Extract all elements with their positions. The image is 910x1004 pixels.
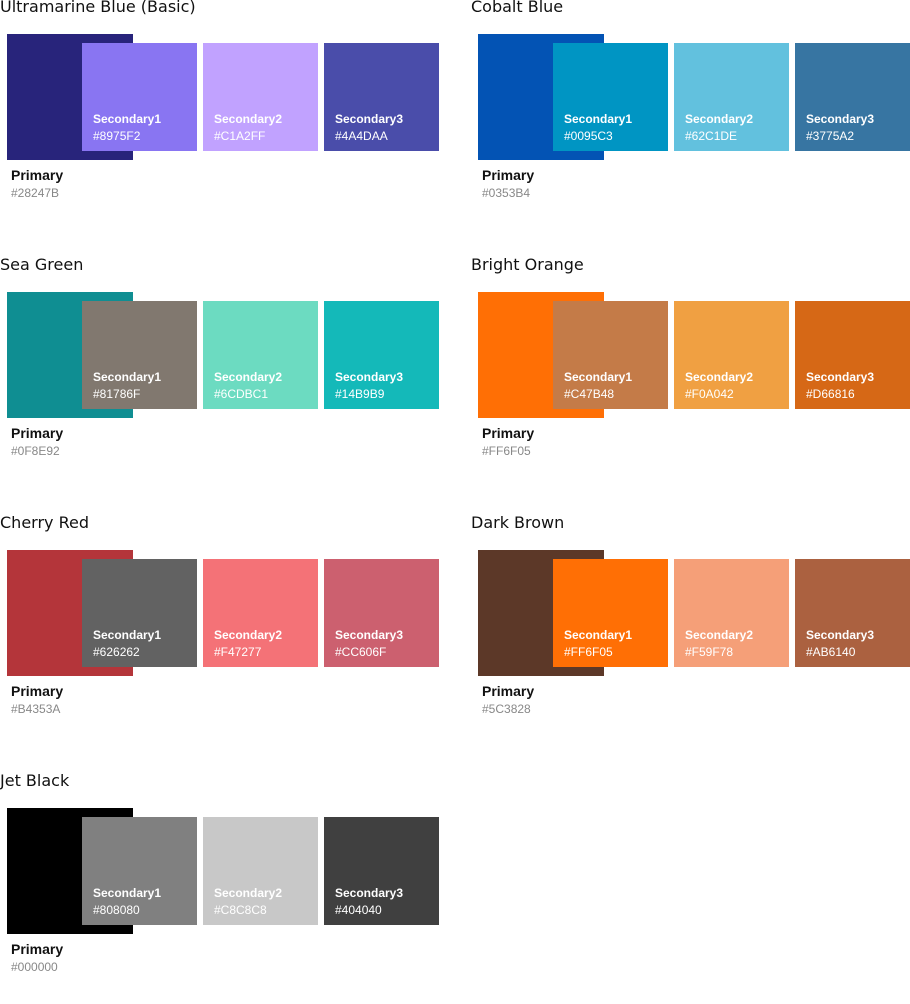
secondary2-swatch: Secondary2 #F59F78 bbox=[674, 559, 789, 667]
secondary2-hex: #F47277 bbox=[214, 645, 262, 659]
secondary3-label: Secondary3 bbox=[335, 112, 404, 126]
secondary1-hex: #626262 bbox=[93, 645, 140, 659]
secondary3-swatch: Secondary3 #CC606F bbox=[324, 559, 439, 667]
secondary2-swatch: Secondary2 #62C1DE bbox=[674, 43, 789, 151]
secondary2-swatch: Secondary2 #F0A042 bbox=[674, 301, 789, 409]
secondary2-hex: #F0A042 bbox=[685, 387, 734, 401]
palette-dark-brown: Dark Brown Primary #5C3828 Secondary1 #F… bbox=[471, 513, 910, 746]
secondary1-swatch: Secondary1 #626262 bbox=[82, 559, 197, 667]
primary-label: Primary bbox=[11, 167, 64, 183]
primary-label: Primary bbox=[11, 941, 64, 957]
palette-cherry-red: Cherry Red Primary #B4353A Secondary1 #6… bbox=[0, 513, 440, 746]
secondary1-hex: #0095C3 bbox=[564, 129, 613, 143]
palette-sea-green: Sea Green Primary #0F8E92 Secondary1 #81… bbox=[0, 255, 440, 488]
secondary3-swatch: Secondary3 #4A4DAA bbox=[324, 43, 439, 151]
primary-label: Primary bbox=[482, 683, 535, 699]
secondary3-swatch: Secondary3 #14B9B9 bbox=[324, 301, 439, 409]
secondary3-swatch: Secondary3 #AB6140 bbox=[795, 559, 910, 667]
secondary1-label: Secondary1 bbox=[93, 886, 162, 900]
secondary1-hex: #8975F2 bbox=[93, 129, 141, 143]
secondary3-label: Secondary3 bbox=[335, 628, 404, 642]
secondary2-swatch: Secondary2 #C8C8C8 bbox=[203, 817, 318, 925]
secondary3-hex: #4A4DAA bbox=[335, 129, 388, 143]
secondary2-label: Secondary2 bbox=[214, 886, 283, 900]
palette-title: Jet Black bbox=[0, 771, 70, 790]
primary-label: Primary bbox=[482, 425, 535, 441]
secondary2-label: Secondary2 bbox=[214, 628, 283, 642]
secondary2-label: Secondary2 bbox=[214, 112, 283, 126]
secondary3-label: Secondary3 bbox=[806, 370, 875, 384]
secondary2-hex: #C1A2FF bbox=[214, 129, 266, 143]
secondary3-swatch: Secondary3 #404040 bbox=[324, 817, 439, 925]
secondary3-swatch: Secondary3 #D66816 bbox=[795, 301, 910, 409]
secondary3-label: Secondary3 bbox=[335, 886, 404, 900]
primary-hex: #FF6F05 bbox=[482, 444, 531, 458]
secondary1-hex: #FF6F05 bbox=[564, 645, 613, 659]
secondary1-label: Secondary1 bbox=[93, 112, 162, 126]
primary-label: Primary bbox=[482, 167, 535, 183]
secondary1-label: Secondary1 bbox=[564, 112, 633, 126]
palette-jet-black: Jet Black Primary #000000 Secondary1 #80… bbox=[0, 771, 440, 1004]
secondary3-hex: #3775A2 bbox=[806, 129, 855, 143]
secondary1-hex: #81786F bbox=[93, 387, 141, 401]
primary-hex: #0F8E92 bbox=[11, 444, 60, 458]
secondary1-hex: #C47B48 bbox=[564, 387, 615, 401]
secondary1-swatch: Secondary1 #FF6F05 bbox=[553, 559, 668, 667]
secondary1-swatch: Secondary1 #C47B48 bbox=[553, 301, 668, 409]
secondary1-swatch: Secondary1 #8975F2 bbox=[82, 43, 197, 151]
secondary3-swatch: Secondary3 #3775A2 bbox=[795, 43, 910, 151]
palette-title: Bright Orange bbox=[471, 255, 584, 274]
secondary2-hex: #6CDBC1 bbox=[214, 387, 269, 401]
secondary2-hex: #62C1DE bbox=[685, 129, 738, 143]
palette-bright-orange: Bright Orange Primary #FF6F05 Secondary1… bbox=[471, 255, 910, 488]
secondary2-label: Secondary2 bbox=[214, 370, 283, 384]
secondary2-label: Secondary2 bbox=[685, 370, 754, 384]
secondary1-label: Secondary1 bbox=[564, 628, 633, 642]
palette-cobalt-blue: Cobalt Blue Primary #0353B4 Secondary1 #… bbox=[471, 0, 910, 230]
primary-hex: #28247B bbox=[11, 186, 60, 200]
secondary1-label: Secondary1 bbox=[93, 370, 162, 384]
secondary1-hex: #808080 bbox=[93, 903, 140, 917]
secondary3-hex: #404040 bbox=[335, 903, 382, 917]
secondary2-swatch: Secondary2 #6CDBC1 bbox=[203, 301, 318, 409]
secondary2-swatch: Secondary2 #F47277 bbox=[203, 559, 318, 667]
secondary2-hex: #F59F78 bbox=[685, 645, 734, 659]
secondary1-swatch: Secondary1 #808080 bbox=[82, 817, 197, 925]
palette-title: Cobalt Blue bbox=[471, 0, 564, 16]
palette-title: Sea Green bbox=[0, 255, 84, 274]
secondary3-hex: #AB6140 bbox=[806, 645, 856, 659]
secondary1-swatch: Secondary1 #0095C3 bbox=[553, 43, 668, 151]
secondary1-label: Secondary1 bbox=[93, 628, 162, 642]
secondary3-hex: #CC606F bbox=[335, 645, 387, 659]
secondary2-hex: #C8C8C8 bbox=[214, 903, 267, 917]
secondary1-swatch: Secondary1 #81786F bbox=[82, 301, 197, 409]
primary-hex: #0353B4 bbox=[482, 186, 531, 200]
primary-label: Primary bbox=[11, 683, 64, 699]
secondary1-label: Secondary1 bbox=[564, 370, 633, 384]
palette-title: Dark Brown bbox=[471, 513, 565, 532]
primary-hex: #5C3828 bbox=[482, 702, 531, 716]
secondary3-label: Secondary3 bbox=[335, 370, 404, 384]
secondary2-label: Secondary2 bbox=[685, 112, 754, 126]
secondary3-label: Secondary3 bbox=[806, 112, 875, 126]
secondary3-label: Secondary3 bbox=[806, 628, 875, 642]
palette-title: Ultramarine Blue (Basic) bbox=[0, 0, 196, 16]
secondary2-label: Secondary2 bbox=[685, 628, 754, 642]
secondary3-hex: #14B9B9 bbox=[335, 387, 385, 401]
secondary2-swatch: Secondary2 #C1A2FF bbox=[203, 43, 318, 151]
palette-title: Cherry Red bbox=[0, 513, 89, 532]
palette-ultramarine-blue: Ultramarine Blue (Basic) Primary #28247B… bbox=[0, 0, 440, 230]
primary-hex: #000000 bbox=[11, 960, 58, 974]
primary-hex: #B4353A bbox=[11, 702, 61, 716]
secondary3-hex: #D66816 bbox=[806, 387, 855, 401]
primary-label: Primary bbox=[11, 425, 64, 441]
